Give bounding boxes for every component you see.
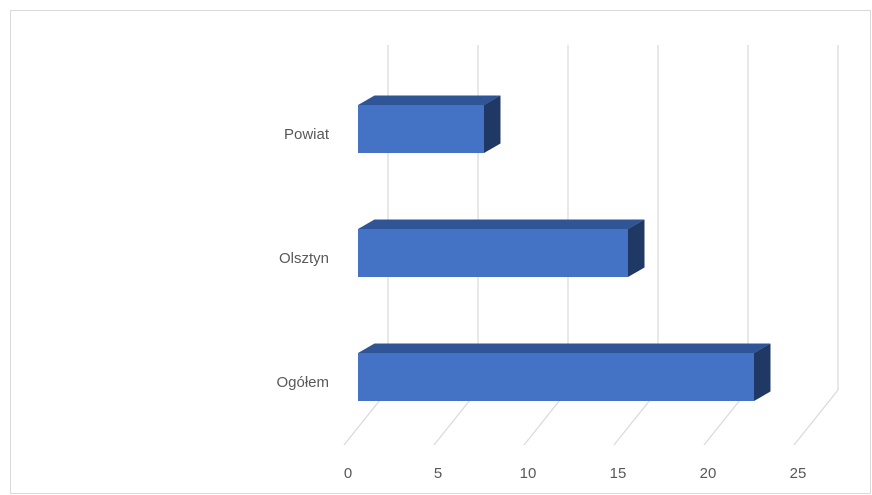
bar-front-face (358, 229, 628, 277)
category-label-olsztyn: Olsztyn (279, 250, 329, 267)
category-label-powiat: Powiat (284, 126, 330, 143)
bar-powiat (358, 95, 501, 153)
x-axis-tick-labels: 0 5 10 15 20 25 (344, 465, 807, 482)
bar-front-face (358, 353, 754, 401)
bars (358, 95, 771, 401)
bar-olsztyn (358, 219, 645, 277)
bar-top-face (358, 95, 501, 105)
category-label-ogo-em: Ogółem (276, 374, 329, 391)
x-tick-label: 25 (790, 465, 807, 482)
x-tick-label: 0 (344, 465, 352, 482)
x-tick-label: 10 (520, 465, 537, 482)
bar-side-face (754, 343, 771, 401)
floor-gridline-25 (793, 389, 839, 446)
x-tick-label: 20 (700, 465, 717, 482)
bar-front-face (358, 105, 484, 153)
category-labels: Powiat Olsztyn Ogółem (276, 126, 329, 391)
x-tick-label: 5 (434, 465, 442, 482)
bar-top-face (358, 343, 771, 353)
x-tick-label: 15 (610, 465, 627, 482)
bar-side-face (484, 95, 501, 153)
bar-side-face (628, 219, 645, 277)
bar-ogo-em (358, 343, 771, 401)
bar-top-face (358, 219, 645, 229)
